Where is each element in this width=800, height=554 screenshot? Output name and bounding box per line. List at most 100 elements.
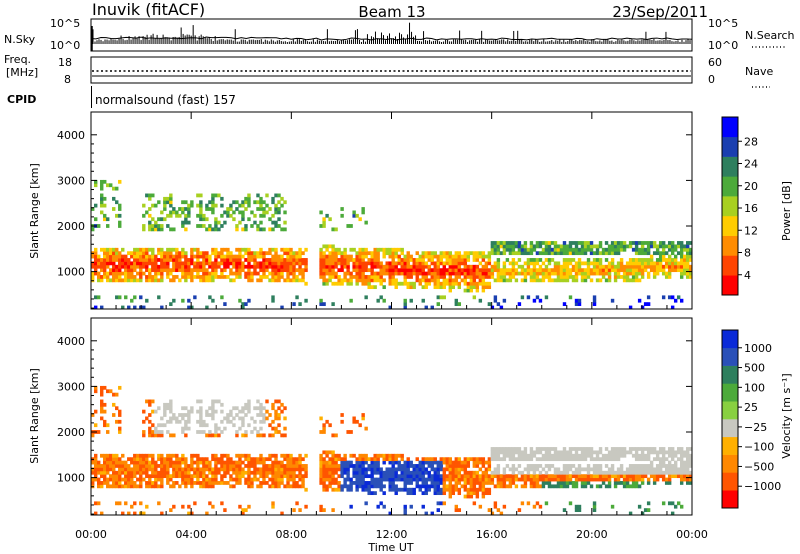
power-cell — [166, 224, 170, 228]
velocity-cell — [97, 464, 101, 468]
velocity-cell — [604, 470, 609, 475]
power-cell — [247, 193, 251, 198]
velocity-cell — [487, 508, 492, 513]
power-cell — [157, 271, 161, 276]
power-cell — [244, 247, 248, 252]
velocity-cell — [634, 457, 639, 462]
power-cell — [463, 275, 468, 279]
velocity-cell — [106, 464, 110, 468]
velocity-cell — [202, 470, 206, 475]
power-cell — [223, 247, 227, 252]
power-cell — [616, 275, 621, 279]
power-cell — [472, 281, 477, 286]
power-cell — [367, 285, 371, 290]
velocity-cell — [118, 470, 122, 475]
power-cell — [130, 268, 134, 273]
velocity-cell — [379, 467, 383, 472]
velocity-cell — [403, 470, 407, 475]
velocity-cell — [475, 474, 480, 479]
velocity-cell — [358, 477, 362, 482]
nsky-label: N.Sky — [4, 33, 36, 46]
velocity-cell — [355, 470, 359, 475]
velocity-cell — [121, 470, 125, 475]
velocity-cell — [535, 501, 540, 506]
velocity-cell — [460, 484, 465, 489]
velocity-cell — [556, 484, 561, 489]
power-cell — [637, 251, 642, 256]
power-cell — [142, 251, 146, 256]
power-cell — [415, 261, 419, 266]
velocity-cell — [298, 484, 302, 489]
velocity-cell — [262, 464, 266, 468]
power-cell — [448, 258, 452, 262]
velocity-cell — [571, 453, 576, 458]
velocity-cell — [472, 477, 477, 482]
velocity-cell — [280, 409, 284, 414]
velocity-cell — [400, 453, 404, 458]
velocity-cell — [223, 470, 227, 475]
power-cell — [583, 275, 588, 279]
power-cell — [400, 261, 404, 266]
velocity-cell — [142, 511, 146, 516]
power-cell — [352, 264, 356, 269]
power-cell — [427, 254, 431, 259]
velocity-cell — [355, 474, 359, 479]
power-cell — [106, 217, 110, 222]
velocity-cell — [175, 464, 179, 468]
velocity-cell — [331, 450, 335, 455]
velocity-cell — [517, 477, 522, 482]
velocity-cell — [373, 453, 377, 458]
velocity-cell — [226, 464, 230, 468]
power-cell — [592, 261, 597, 266]
velocity-cell — [196, 474, 200, 479]
velocity-cell — [499, 484, 504, 489]
velocity-cell — [643, 467, 648, 472]
velocity-cell — [658, 450, 663, 455]
velocity-cell — [259, 460, 263, 465]
colorbar-tick-label: −100 — [744, 441, 774, 454]
power-cell — [121, 261, 125, 266]
power-cell — [493, 298, 498, 303]
power-cell — [661, 268, 666, 273]
power-cell — [334, 261, 338, 266]
velocity-cell — [448, 470, 452, 475]
velocity-cell — [322, 430, 326, 434]
velocity-cell — [91, 467, 95, 472]
power-cell — [514, 278, 519, 283]
power-cell — [424, 305, 428, 310]
velocity-cell — [394, 484, 398, 489]
velocity-cell — [124, 477, 128, 482]
power-cell — [184, 271, 188, 276]
velocity-cell — [166, 453, 170, 458]
velocity-cell — [181, 453, 185, 458]
velocity-cell — [262, 474, 266, 479]
velocity-cell — [445, 460, 449, 465]
power-cell — [118, 254, 122, 259]
power-cell — [418, 281, 422, 286]
velocity-cell — [103, 453, 107, 458]
power-cell — [361, 278, 365, 283]
velocity-cell — [637, 477, 642, 482]
power-cell — [109, 254, 113, 259]
velocity-cell — [403, 474, 407, 479]
power-cell — [505, 241, 510, 245]
velocity-cell — [190, 460, 194, 465]
velocity-cell — [337, 467, 341, 472]
velocity-cell — [184, 423, 188, 428]
power-cell — [331, 251, 335, 256]
power-cell — [424, 254, 428, 259]
power-cell — [361, 275, 365, 279]
power-cell — [394, 251, 398, 256]
power-cell — [568, 261, 573, 266]
velocity-cell — [181, 406, 185, 411]
power-cell — [430, 275, 434, 279]
power-cell — [529, 268, 534, 273]
colorbar-tick-label: −25 — [744, 421, 767, 434]
velocity-cell — [349, 430, 353, 434]
velocity-cell — [481, 484, 486, 489]
power-cell — [280, 196, 284, 201]
velocity-cell — [298, 457, 302, 462]
power-cell — [184, 261, 188, 266]
power-cell — [103, 264, 107, 269]
